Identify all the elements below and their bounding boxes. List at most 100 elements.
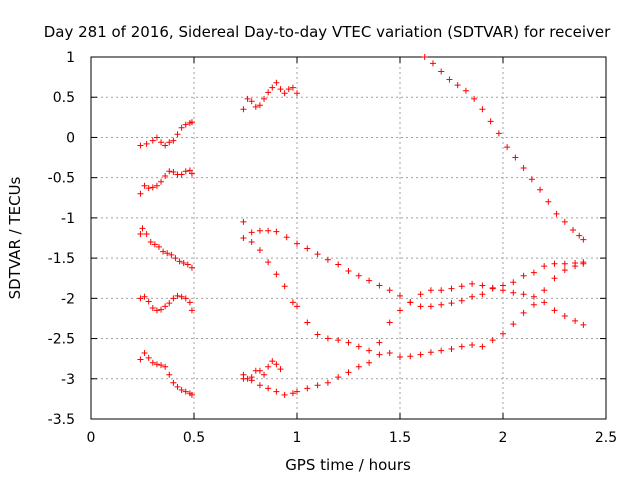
data-point <box>158 306 165 313</box>
data-point <box>458 297 465 304</box>
data-point <box>438 68 445 75</box>
x-tick-label: 0 <box>87 430 96 446</box>
y-tick-label: -1.5 <box>48 251 75 267</box>
data-point <box>188 119 195 126</box>
data-point <box>314 251 321 258</box>
data-point <box>386 319 393 326</box>
data-point <box>572 263 579 270</box>
data-point <box>528 176 535 183</box>
data-point <box>438 287 445 294</box>
y-tick-label: -2.5 <box>48 332 75 348</box>
data-point <box>335 261 342 268</box>
data-point <box>366 347 373 354</box>
y-axis-label: SDTVAR / TECUs <box>6 176 24 299</box>
series-seg-b5 <box>240 260 587 398</box>
data-point <box>580 260 587 267</box>
data-point <box>240 218 247 225</box>
data-point <box>512 154 519 161</box>
data-point <box>294 303 300 310</box>
data-point <box>471 95 478 102</box>
data-point <box>510 279 517 286</box>
data-point <box>576 232 583 239</box>
data-point <box>294 240 300 247</box>
data-point <box>545 198 552 205</box>
series-seg-b1 <box>240 79 300 113</box>
y-tick-label: 1 <box>66 50 75 66</box>
data-point <box>277 366 284 373</box>
data-point <box>265 89 272 96</box>
data-point <box>248 239 255 246</box>
data-point <box>265 363 272 370</box>
data-point <box>182 121 189 128</box>
series-seg-b4 <box>240 218 587 354</box>
data-point <box>248 229 255 236</box>
data-point <box>265 385 272 392</box>
data-point <box>324 256 331 263</box>
data-point <box>145 298 152 305</box>
data-point <box>520 309 527 316</box>
data-point <box>188 170 195 177</box>
data-point <box>180 259 187 266</box>
data-point <box>256 367 263 374</box>
data-point <box>454 82 461 89</box>
data-point <box>314 382 321 389</box>
series-seg-a1 <box>137 119 195 149</box>
data-point <box>448 300 455 307</box>
data-point <box>248 377 255 384</box>
x-tick-label: 2 <box>499 430 508 446</box>
data-point <box>141 293 148 300</box>
data-point <box>304 319 311 326</box>
data-point <box>164 250 171 257</box>
data-point <box>261 95 268 102</box>
y-tick-label: -3 <box>61 372 75 388</box>
data-point <box>281 283 288 290</box>
data-point <box>407 299 414 306</box>
x-tick-label: 1.5 <box>389 430 411 446</box>
data-point <box>178 124 185 131</box>
series-seg-c1 <box>421 54 587 243</box>
data-point <box>304 385 311 392</box>
data-point <box>166 168 173 175</box>
data-point <box>178 293 185 300</box>
grid-lines <box>91 57 606 419</box>
data-point <box>520 165 527 172</box>
data-point <box>487 118 494 125</box>
data-point <box>240 375 247 382</box>
data-point <box>427 303 434 310</box>
data-point <box>561 267 568 274</box>
data-point <box>324 335 331 342</box>
data-point <box>580 236 587 243</box>
data-point <box>273 79 280 86</box>
y-tick-label: 0 <box>66 130 75 146</box>
plot-frame <box>90 56 607 420</box>
data-point <box>345 339 352 346</box>
data-point <box>153 134 160 141</box>
data-point <box>176 258 183 265</box>
data-point <box>265 259 272 266</box>
data-point <box>489 337 496 344</box>
data-point <box>469 293 476 300</box>
data-point <box>281 90 288 97</box>
data-point <box>294 90 300 97</box>
data-point <box>158 139 165 146</box>
data-point <box>170 379 177 386</box>
data-point <box>149 184 156 191</box>
data-point <box>188 307 195 314</box>
data-point <box>285 86 292 93</box>
data-point <box>561 260 568 267</box>
data-point <box>335 374 342 381</box>
y-tick-label: -0.5 <box>48 171 75 187</box>
series-seg-b2 <box>240 227 587 310</box>
data-point <box>479 291 486 298</box>
data-point <box>345 369 352 376</box>
data-point <box>141 350 148 357</box>
data-point <box>407 353 414 360</box>
data-point <box>386 287 393 294</box>
data-point <box>289 84 296 91</box>
data-point <box>277 86 284 93</box>
data-point <box>162 173 169 180</box>
data-point <box>510 321 517 328</box>
data-point <box>261 371 268 378</box>
data-point <box>170 137 177 144</box>
data-point <box>427 349 434 356</box>
